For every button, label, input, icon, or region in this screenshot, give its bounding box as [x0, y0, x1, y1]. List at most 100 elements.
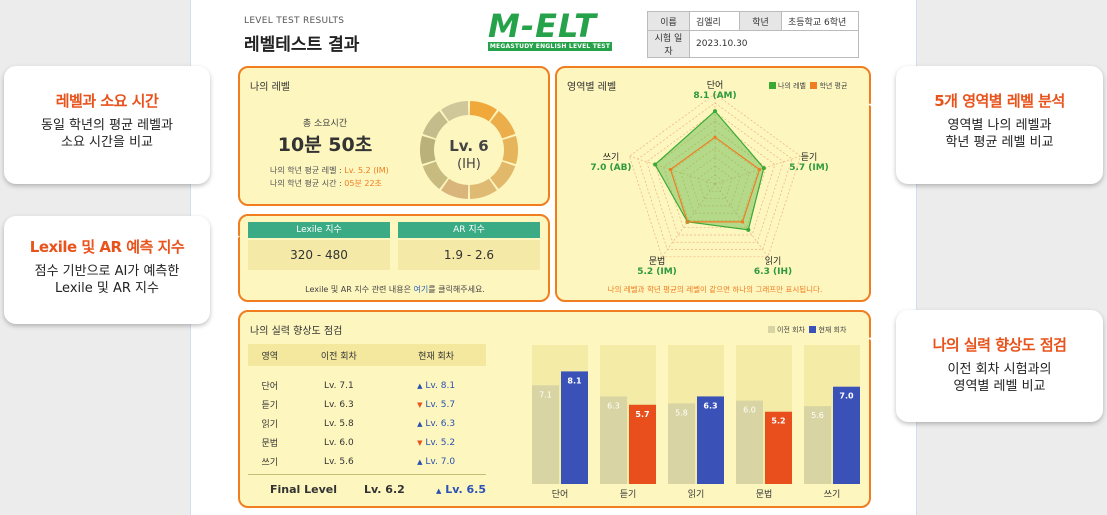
grade-avg-level: 나의 학년 평균 레벨 : Lv. 5.2 (IM)	[270, 166, 389, 175]
donut-segment	[441, 101, 469, 122]
bar-axis-label: 문법	[755, 490, 773, 500]
bar-prev-label: 6.0	[743, 406, 756, 415]
bar-prev	[532, 385, 559, 484]
legend-mine-swatch	[769, 82, 776, 89]
table-row: 문법 Lv. 6.0 ▼ Lv. 5.2	[261, 437, 456, 450]
col-area: 영역	[248, 344, 292, 366]
bar-curr	[697, 396, 724, 484]
donut-segment	[489, 161, 516, 190]
radar-grid-ring	[654, 120, 776, 236]
radar-grid-ring	[680, 147, 750, 214]
bar-prev	[668, 403, 695, 484]
radar-grid-ring	[706, 174, 724, 192]
donut-segment	[489, 110, 516, 139]
bar-prev	[736, 400, 763, 484]
level-donut-chart	[420, 101, 518, 199]
bar-prev-label: 7.1	[539, 390, 552, 399]
donut-segment	[469, 178, 497, 199]
legend-avg-swatch	[810, 82, 818, 89]
donut-segment	[422, 110, 449, 139]
radar-avg-point	[685, 220, 690, 224]
radar-axis	[629, 155, 716, 185]
lexile-header: Lexile 지수	[248, 222, 390, 238]
final-level-label: Final Level	[270, 483, 338, 496]
radar-label-word: 단어 8.1 (AM)	[693, 81, 737, 101]
legend-curr-swatch	[809, 326, 817, 333]
bar-curr	[629, 404, 656, 484]
bar-curr-label: 7.0	[839, 392, 854, 401]
area-level-title: 영역별 레벨	[567, 82, 617, 93]
lexile-ar-card: Lexile 지수 320 - 480 AR 지수 1.9 - 2.6 Lexi…	[238, 214, 550, 302]
final-level-curr: ▲ Lv. 6.5	[436, 483, 487, 496]
radar-mine-point	[746, 227, 751, 232]
donut-segment	[469, 101, 497, 122]
legend-prev-swatch	[768, 326, 775, 333]
grade-avg-time: 나의 학년 평균 시간 : 05분 22초	[270, 179, 382, 188]
area-level-card: 영역별 레벨 나의 레벨 학년 평균 단어 8.1 (AM) 듣기 5.7 (IM)…	[555, 66, 871, 302]
grade-label: 학년	[739, 11, 782, 31]
callout-pointer-radar	[868, 100, 904, 132]
table-row: 읽기 Lv. 5.8 ▲ Lv. 6.3	[261, 418, 456, 431]
radar-grid-ring	[688, 156, 742, 207]
radar-note: 나의 레벨과 학년 평균의 레벨이 같으면 하나의 그래프만 표시됩니다.	[607, 285, 823, 294]
final-level-row: Final Level Lv. 6.2 ▲ Lv. 6.5	[248, 474, 486, 502]
ar-header: AR 지수	[398, 222, 540, 238]
improvement-card: 나의 실력 향상도 점검 이전 회차 현재 회차 영역 이전 회차 현재 회차 …	[238, 310, 871, 508]
bar-curr	[765, 411, 792, 484]
my-level-title: 나의 레벨	[250, 82, 290, 93]
bar-prev-label: 6.3	[607, 401, 620, 410]
bar-axis-label: 단어	[551, 490, 569, 500]
radar-avg-line	[669, 136, 761, 223]
bar-axis-label: 쓰기	[823, 490, 841, 500]
callout-level: 레벨과 소요 시간 동일 학년의 평균 레벨과 소요 시간을 비교	[4, 66, 210, 184]
my-level-card: 나의 레벨 총 소요시간 10분 50초 나의 학년 평균 레벨 : Lv. 5…	[238, 66, 550, 206]
bar-curr	[561, 371, 588, 484]
table-row: 듣기 Lv. 6.3 ▼ Lv. 5.7	[261, 399, 456, 412]
bar-curr-label: 5.2	[771, 417, 785, 426]
callout-improve: 나의 실력 향상도 점검 이전 회차 시험과의 영역별 레벨 비교	[896, 310, 1103, 422]
total-time-label: 총 소요시간	[302, 119, 348, 129]
donut-segment	[420, 135, 436, 165]
donut-segment	[422, 161, 449, 190]
total-time-value: 10분 50초	[277, 134, 373, 156]
radar-label-grammar: 문법 5.2 (IM)	[637, 257, 677, 277]
table-row: 단어 Lv. 7.1 ▲ Lv. 8.1	[261, 380, 456, 393]
improvement-title: 나의 실력 향상도 점검	[250, 326, 343, 337]
lexile-value: 320 - 480	[248, 240, 390, 270]
radar-label-writing: 쓰기 7.0 (AB)	[590, 153, 632, 173]
melt-logo: M-ELT MEGASTUDY ENGLISH LEVEL TEST	[488, 7, 612, 51]
callout-pointer-improve	[868, 332, 904, 366]
date-value: 2023.10.30	[689, 30, 859, 58]
radar-mine-point	[653, 162, 658, 167]
grade-value: 초등학교 6학년	[781, 11, 859, 31]
improvement-bar-chart: 7.1 8.1 6.3 5.7 5.8 6.3 6.0 5.2 5.6 7.0	[532, 345, 860, 484]
bar-prev-label: 5.8	[675, 408, 688, 417]
callout-pointer-level	[200, 150, 240, 206]
bar-curr-label: 8.1	[567, 376, 582, 385]
radar-label-listening: 듣기 5.7 (IM)	[789, 153, 829, 173]
final-level-prev: Lv. 6.2	[364, 483, 405, 496]
radar-label-reading: 읽기 6.3 (IH)	[753, 257, 793, 277]
improvement-legend: 이전 회차 현재 회차	[768, 325, 846, 335]
student-info-table: 이름 김엘리 학년 초등학교 6학년 시험 일자 2023.10.30	[647, 11, 859, 58]
bar-curr-label: 6.3	[703, 401, 717, 410]
radar-mine-area	[654, 110, 765, 231]
col-prev: 이전 회차	[291, 344, 387, 366]
radar-mine-point	[761, 166, 766, 171]
donut-segment	[502, 135, 518, 165]
radar-avg-point	[668, 167, 673, 172]
lexile-info-link[interactable]: 여기	[413, 285, 429, 294]
table-row: 쓰기 Lv. 5.6 ▲ Lv. 7.0	[261, 456, 456, 469]
radar-mine-point	[713, 109, 717, 114]
radar-grid-ring	[637, 102, 793, 250]
ar-value: 1.9 - 2.6	[398, 240, 540, 270]
date-label: 시험 일자	[647, 30, 690, 58]
radar-axis	[714, 155, 801, 185]
callout-lexile: Lexile 및 AR 예측 지수 점수 기반으로 AI가 예측한 Lexile …	[4, 216, 210, 324]
radar-avg-point	[740, 220, 745, 224]
bar-prev	[804, 406, 831, 484]
col-curr: 현재 회차	[386, 344, 486, 366]
radar-avg-point	[757, 167, 762, 172]
radar-grid-ring	[671, 138, 759, 221]
radar-grid-ring	[628, 93, 802, 258]
